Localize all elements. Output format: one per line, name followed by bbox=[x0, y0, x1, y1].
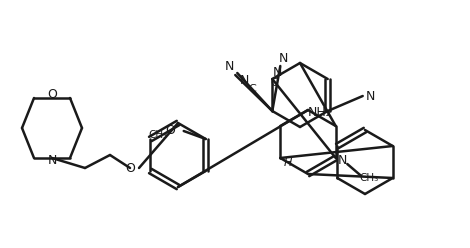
Text: H: H bbox=[284, 158, 292, 168]
Text: N: N bbox=[366, 90, 376, 102]
Text: O: O bbox=[125, 161, 135, 175]
Text: N: N bbox=[279, 52, 288, 64]
Text: NH₂: NH₂ bbox=[308, 105, 332, 119]
Text: CH₃: CH₃ bbox=[360, 173, 379, 183]
Text: N: N bbox=[337, 154, 347, 166]
Text: N: N bbox=[273, 66, 282, 80]
Text: N: N bbox=[225, 61, 234, 73]
Text: C: C bbox=[249, 84, 256, 94]
Text: C: C bbox=[270, 78, 278, 88]
Text: CH₃: CH₃ bbox=[148, 130, 167, 140]
Text: N: N bbox=[240, 74, 249, 88]
Text: O: O bbox=[165, 124, 175, 137]
Text: O: O bbox=[47, 89, 57, 101]
Text: N: N bbox=[47, 155, 57, 167]
